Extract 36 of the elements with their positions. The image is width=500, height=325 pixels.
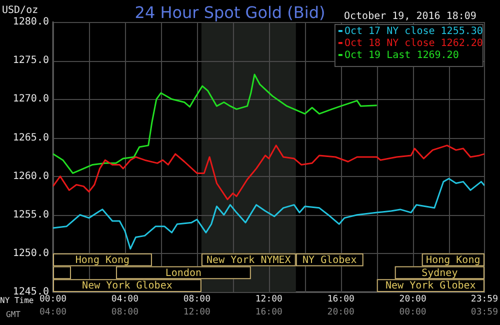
x2-axis-title: GMT xyxy=(6,310,21,319)
x-tick-label: 04:00 xyxy=(111,294,139,305)
band-label: Hong Kong xyxy=(426,254,480,266)
x-tick-label: 08:00 xyxy=(183,294,210,305)
x-tick-label: 16:00 xyxy=(327,294,354,305)
band-label: NY Globex xyxy=(302,254,357,266)
band-label: New York Globex xyxy=(386,280,476,292)
y-tick-label: 1255.0 xyxy=(12,209,49,220)
chart-title: 24 Hour Spot Gold (Bid) xyxy=(134,3,326,22)
legend-label: Oct 19 Last 1269.20 xyxy=(344,50,459,61)
x2-tick-label: 08:00 xyxy=(111,308,139,318)
x-axis-title: NY Time xyxy=(0,296,34,305)
x-tick-label: 23:59 xyxy=(470,294,498,305)
band-label: New York NYMEX xyxy=(206,254,291,266)
y-tick-label: 1265.0 xyxy=(12,132,49,144)
x-tick-label: 12:00 xyxy=(255,294,282,305)
y-tick-label: 1275.0 xyxy=(12,55,49,66)
x2-tick-label: 12:00 xyxy=(183,308,210,318)
band-label: Hong Kong xyxy=(75,254,130,266)
band-label: Sydney xyxy=(422,268,458,279)
x2-tick-label: 03:59 xyxy=(470,308,498,318)
legend-label: Oct 17 NY close 1255.30 xyxy=(344,26,483,37)
x-tick-label: 20:00 xyxy=(399,294,426,305)
y-tick-label: 1250.0 xyxy=(12,248,49,260)
x2-tick-label: 04:00 xyxy=(39,308,67,318)
x2-tick-label: 00:00 xyxy=(399,308,426,318)
band-label: London xyxy=(165,268,202,279)
band-label: New York Globex xyxy=(82,280,172,292)
y-axis-title: USD/oz xyxy=(2,5,38,16)
legend-label: Oct 18 NY close 1262.20 xyxy=(344,38,483,49)
y-tick-label: 1280.0 xyxy=(12,16,49,28)
y-tick-label: 1260.0 xyxy=(12,170,49,182)
chart-subtitle: October 19, 2016 18:09 xyxy=(344,11,476,22)
y-tick-label: 1270.0 xyxy=(12,94,49,105)
x2-tick-label: 20:00 xyxy=(327,308,354,318)
x2-tick-label: 16:00 xyxy=(255,308,282,318)
